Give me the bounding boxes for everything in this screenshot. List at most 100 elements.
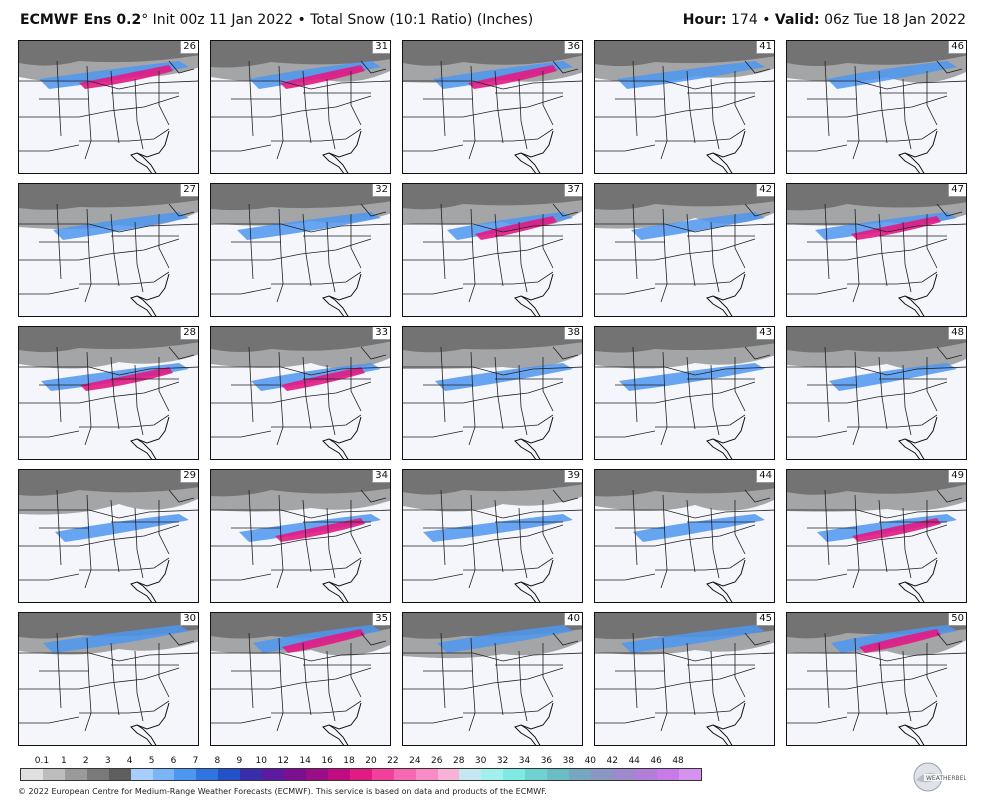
snow-map — [19, 613, 198, 745]
snow-map — [787, 613, 966, 745]
legend-labels: 0.1 1 2 3 4 5 6 7 8 9 10 12 14 16 18 20 22 24 26 28 30 32 34 36… — [20, 756, 705, 768]
member-grid: 26 31 36 41 46 27 32 37 42 47 28 33 38 43 48 29 34 39 44 49… — [18, 40, 968, 752]
legend-swatch — [42, 769, 65, 780]
snow-map — [211, 470, 390, 602]
member-panel: 31 — [210, 40, 391, 174]
legend-tick-label: 2 — [82, 756, 89, 766]
header: ECMWF Ens 0.2° Init 00z 11 Jan 2022 • To… — [0, 0, 984, 36]
legend-swatch — [327, 769, 350, 780]
member-panel: 41 — [594, 40, 775, 174]
valid-bullet: • — [762, 12, 771, 28]
snow-map — [787, 470, 966, 602]
legend-swatch — [634, 769, 657, 780]
legend-swatch — [130, 769, 153, 780]
snow-map — [595, 327, 774, 459]
legend-tick-label: 42 — [606, 756, 618, 766]
snow-map — [403, 327, 582, 459]
snow-map — [211, 41, 390, 173]
legend-swatch — [481, 769, 504, 780]
member-number: 37 — [564, 184, 582, 197]
legend-tick-label: 8 — [214, 756, 221, 766]
snow-map — [403, 470, 582, 602]
member-number: 28 — [180, 327, 198, 340]
legend-swatch — [459, 769, 482, 780]
member-number: 26 — [180, 41, 198, 54]
valid-value: 06z Tue 18 Jan 2022 — [824, 12, 966, 28]
hour-label: Hour: — [682, 12, 727, 28]
legend-swatch — [349, 769, 372, 780]
legend-swatch — [108, 769, 131, 780]
member-number: 49 — [948, 470, 966, 483]
snow-map — [403, 41, 582, 173]
member-panel: 46 — [786, 40, 967, 174]
member-number: 29 — [180, 470, 198, 483]
legend-tick-label: 24 — [409, 756, 421, 766]
legend-tick-label: 18 — [343, 756, 355, 766]
member-number: 45 — [756, 613, 774, 626]
legend-swatch — [656, 769, 679, 780]
member-number: 48 — [948, 327, 966, 340]
member-panel: 45 — [594, 612, 775, 746]
legend-tick-label: 9 — [236, 756, 243, 766]
member-panel: 50 — [786, 612, 967, 746]
member-panel: 26 — [18, 40, 199, 174]
member-number: 33 — [372, 327, 390, 340]
legend-swatch — [262, 769, 285, 780]
legend-tick-label: 1 — [60, 756, 67, 766]
legend-swatch — [678, 769, 701, 780]
snow-map — [403, 613, 582, 745]
legend-tick-label: 38 — [562, 756, 575, 766]
legend-tick-label: 7 — [192, 756, 199, 766]
legend-swatch — [174, 769, 197, 780]
snow-map — [211, 613, 390, 745]
member-panel: 34 — [210, 469, 391, 603]
member-number: 34 — [372, 470, 390, 483]
member-number: 36 — [564, 41, 582, 54]
member-number: 46 — [948, 41, 966, 54]
legend-tick-label: 30 — [474, 756, 487, 766]
member-number: 42 — [756, 184, 774, 197]
legend-swatch — [437, 769, 460, 780]
legend-tick-label: 26 — [431, 756, 443, 766]
member-panel: 39 — [402, 469, 583, 603]
snow-map — [19, 470, 198, 602]
member-number: 32 — [372, 184, 390, 197]
legend-tick-label: 46 — [650, 756, 662, 766]
member-panel: 49 — [786, 469, 967, 603]
snow-map — [211, 184, 390, 316]
valid-info: Hour: 174 • Valid: 06z Tue 18 Jan 2022 — [683, 12, 966, 28]
legend-swatch — [525, 769, 548, 780]
weatherbell-logo: WEATHERBELL — [913, 762, 966, 792]
member-panel: 32 — [210, 183, 391, 317]
member-number: 44 — [756, 470, 774, 483]
copyright-credit: © 2022 European Centre for Medium-Range … — [18, 787, 547, 796]
init-time: Init 00z 11 Jan 2022 — [152, 12, 294, 28]
member-number: 39 — [564, 470, 582, 483]
title-bullet: • — [297, 12, 306, 28]
member-panel: 48 — [786, 326, 967, 460]
legend-swatch — [371, 769, 394, 780]
member-panel: 30 — [18, 612, 199, 746]
legend-tick-label: 28 — [452, 756, 465, 766]
member-number: 40 — [564, 613, 582, 626]
legend-tick-label: 12 — [277, 756, 289, 766]
snow-map — [595, 41, 774, 173]
legend-swatch — [569, 769, 591, 780]
legend-swatch — [64, 769, 87, 780]
member-panel: 40 — [402, 612, 583, 746]
legend-swatch — [218, 769, 241, 780]
legend-swatch — [240, 769, 263, 780]
legend-tick-label: 10 — [255, 756, 268, 766]
hour-value: 174 — [731, 12, 758, 28]
legend-tick-label: 6 — [170, 756, 177, 766]
legend-tick-label: 22 — [387, 756, 399, 766]
legend-tick-label: 32 — [496, 756, 509, 766]
member-number: 38 — [564, 327, 582, 340]
legend-swatch — [196, 769, 219, 780]
legend-swatch — [305, 769, 328, 780]
legend-tick-label: 48 — [672, 756, 684, 766]
valid-label: Valid: — [774, 12, 820, 28]
member-panel: 43 — [594, 326, 775, 460]
color-legend: 0.1 1 2 3 4 5 6 7 8 9 10 12 14 16 18 20 22 24 26 28 30 32 34 36… — [20, 756, 705, 784]
legend-swatch — [612, 769, 635, 780]
